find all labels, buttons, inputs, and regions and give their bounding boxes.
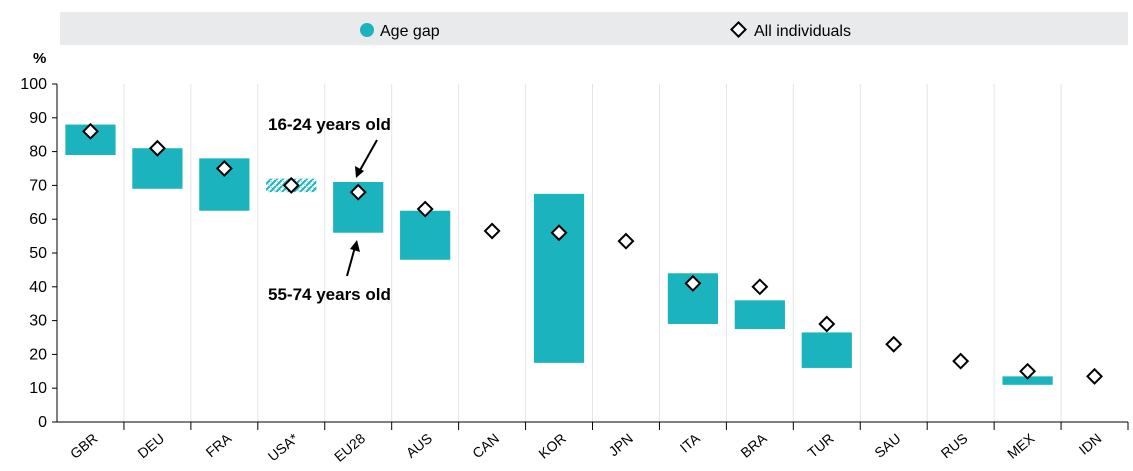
marker-all-individuals [483, 222, 501, 240]
x-tick-label: ITA [677, 430, 704, 456]
legend-diamond-icon [730, 21, 747, 38]
annotation-young-arrowhead [355, 166, 364, 178]
bar-age-gap [801, 332, 852, 368]
annotation-young-arrow [358, 139, 378, 173]
annotation-old-arrow [346, 246, 356, 277]
marker-all-individuals [617, 232, 635, 250]
x-tick-label: JPN [605, 430, 636, 459]
x-tick-label: FRA [203, 430, 235, 461]
x-tick-label: EU28 [331, 430, 368, 465]
marker-all-individuals [550, 224, 568, 242]
y-tick-label: 60 [29, 211, 47, 228]
marker-all-individuals [751, 278, 769, 296]
y-tick-label: 80 [29, 144, 47, 161]
x-tick-label: MEX [1004, 430, 1038, 462]
marker-all-individuals [818, 315, 836, 333]
x-tick-label: USA* [265, 430, 302, 465]
y-axis-unit: % [33, 50, 46, 67]
marker-all-individuals [1019, 362, 1037, 380]
annotation-old-arrowhead [350, 240, 360, 252]
grid [57, 84, 1128, 422]
x-tick-label: RUS [938, 430, 971, 461]
x-tick-label: GBR [67, 430, 101, 462]
x-tick-label: DEU [134, 430, 167, 461]
x-tick-label: IDN [1076, 430, 1105, 458]
bar-age-gap [533, 193, 585, 363]
y-tick-label: 90 [29, 110, 47, 127]
legend-all-individuals-label: All individuals [754, 23, 851, 40]
legend-age-gap-swatch [360, 23, 374, 37]
marker-all-individuals [282, 176, 300, 194]
marker-all-individuals [148, 139, 166, 157]
y-tick-label: 30 [29, 313, 47, 330]
x-tick-label: BRA [737, 430, 770, 461]
marker-all-individuals [81, 122, 99, 140]
marker-all-individuals [215, 160, 233, 177]
x-tick-label: AUS [403, 430, 435, 461]
y-tick-label: 0 [38, 414, 47, 431]
x-tick-label: TUR [804, 430, 836, 461]
y-tick-label: 100 [20, 76, 47, 93]
marker-all-individuals [684, 274, 702, 292]
marker-all-individuals [885, 335, 903, 353]
annotation-old: 55-74 years old [268, 285, 391, 304]
legend-age-gap-label: Age gap [380, 23, 440, 40]
y-tick-label: 20 [29, 346, 47, 363]
marker-all-individuals [416, 200, 434, 218]
bar-age-gap [400, 210, 451, 260]
bar-age-gap [734, 300, 785, 330]
bar-age-gap [1002, 376, 1053, 385]
marker-all-individuals [952, 352, 970, 370]
marker-all-individuals [349, 183, 367, 201]
x-tick-label: SAU [871, 430, 903, 461]
x-tick-label: CAN [469, 430, 502, 461]
marker-all-individuals [1086, 367, 1104, 385]
y-tick-label: 40 [29, 279, 47, 296]
y-tick-label: 10 [29, 380, 47, 397]
annotation-young: 16-24 years old [268, 115, 391, 134]
x-tick-label: KOR [535, 430, 569, 462]
y-tick-label: 70 [29, 177, 47, 194]
y-axis-ticks: 0 10 20 30 40 50 60 70 80 90 100 [20, 76, 58, 431]
markers [81, 122, 1104, 385]
legend-box [60, 12, 1128, 45]
x-axis: GBR DEU FRA USA* EU28 AUS CAN KOR JPN ITA BRA TUR SA… [57, 421, 1129, 465]
y-tick-label: 50 [29, 245, 47, 262]
